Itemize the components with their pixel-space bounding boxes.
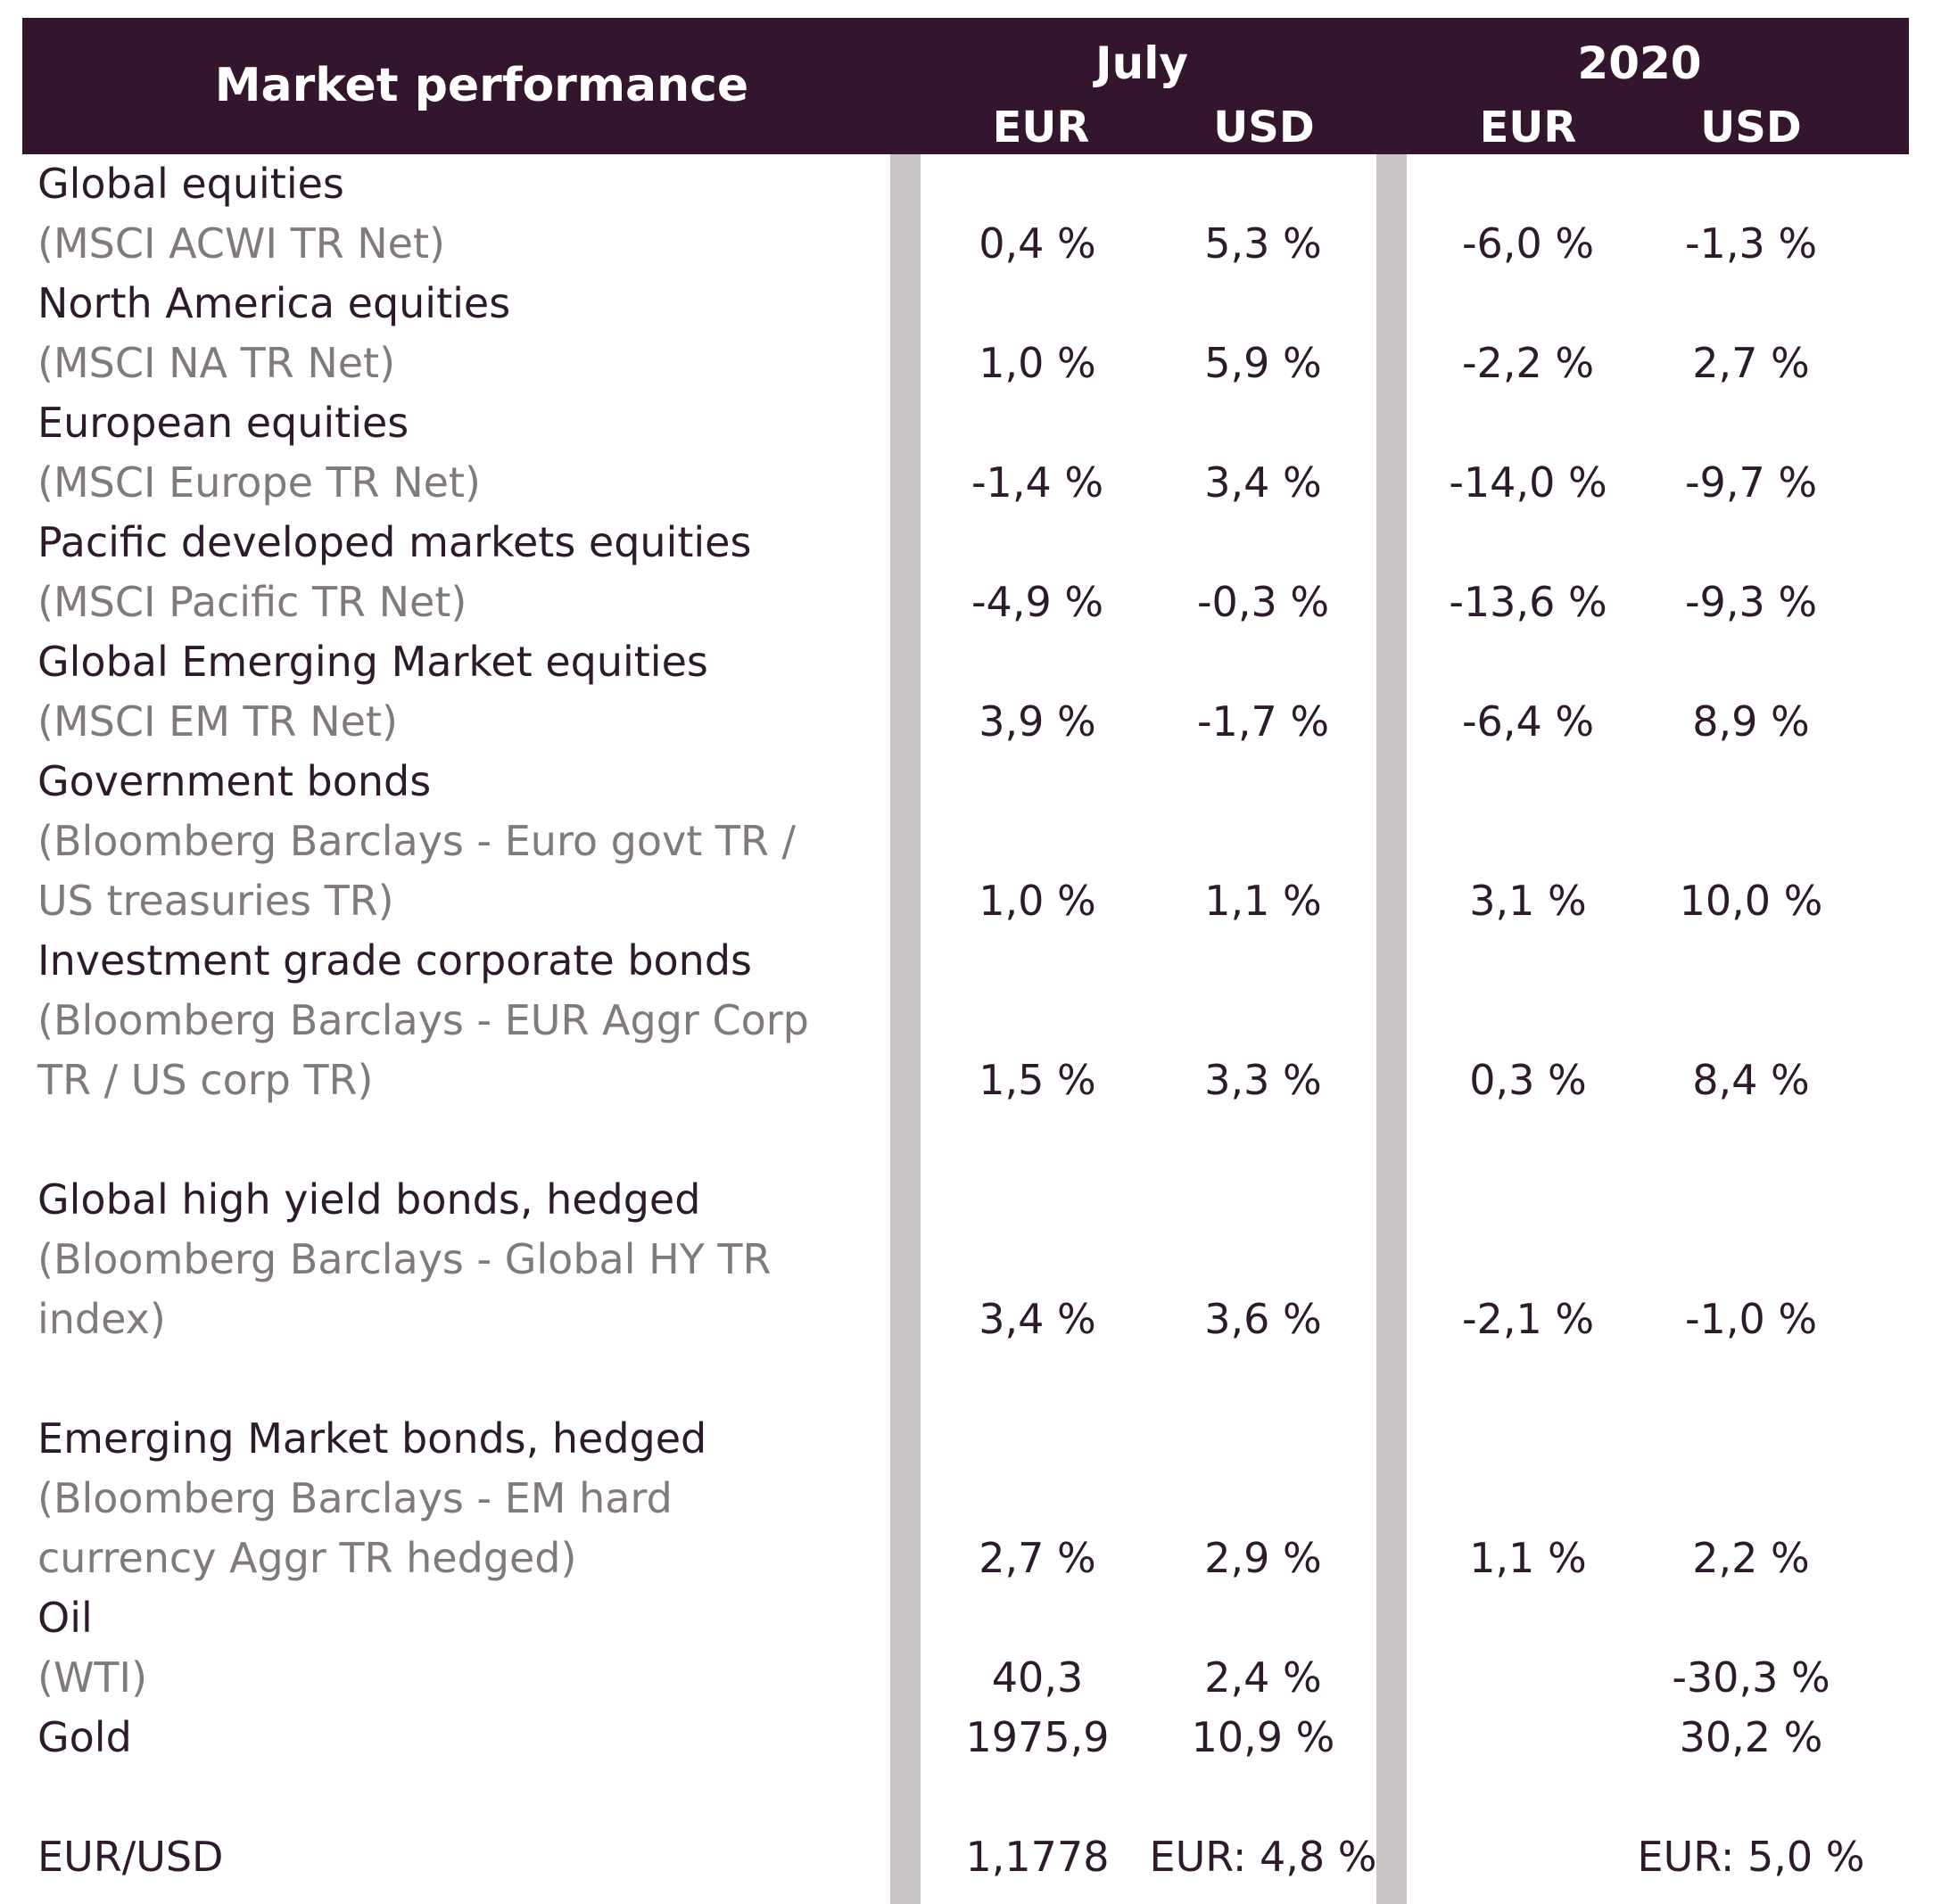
table-header: Market performance July 2020 EUR USD EUR…	[22, 18, 1909, 154]
row-index-name: TR / US corp TR)	[37, 1056, 374, 1104]
row-label: Global high yield bonds, hedged	[37, 1175, 701, 1224]
value-cell-2020-usd: 8,4 %	[1692, 1056, 1810, 1104]
value-cell-2020-eur: 1,1 %	[1469, 1534, 1587, 1582]
row-label: European equities	[37, 399, 409, 447]
row-index-name: (MSCI Pacific TR Net)	[37, 578, 467, 626]
value-cell-2020-usd: 8,9 %	[1692, 697, 1810, 746]
row-index-name: (MSCI Europe TR Net)	[37, 458, 481, 507]
value-cell-2020-usd: EUR: 5,0 %	[1637, 1833, 1865, 1881]
currency-header-july-usd: USD	[1213, 103, 1315, 152]
value-cell-july-eur: -1,4 %	[971, 458, 1104, 507]
value-cell-july-eur: 2,7 %	[979, 1534, 1096, 1582]
period-header-july: July	[1095, 37, 1188, 89]
value-cell-2020-eur: 0,3 %	[1469, 1056, 1587, 1104]
row-label: Emerging Market bonds, hedged	[37, 1414, 707, 1463]
value-cell-2020-eur: -2,1 %	[1461, 1295, 1595, 1343]
value-cell-july-usd: EUR: 4,8 %	[1149, 1833, 1377, 1881]
value-cell-2020-usd: 2,7 %	[1692, 339, 1810, 387]
value-cell-july-usd: 2,4 %	[1204, 1653, 1322, 1702]
row-label: North America equities	[37, 279, 511, 327]
value-cell-2020-eur: -6,4 %	[1461, 697, 1595, 746]
row-index-name: (Bloomberg Barclays - EM hard	[37, 1474, 673, 1522]
value-cell-july-usd: -1,7 %	[1196, 697, 1330, 746]
row-index-name: (MSCI NA TR Net)	[37, 339, 396, 387]
value-cell-july-usd: 3,3 %	[1204, 1056, 1322, 1104]
row-index-name: (MSCI EM TR Net)	[37, 697, 398, 746]
value-cell-2020-eur: -6,0 %	[1461, 219, 1595, 268]
column-divider-2020	[1376, 154, 1407, 1904]
table-title: Market performance	[214, 59, 749, 112]
value-cell-2020-usd: -1,3 %	[1684, 219, 1818, 268]
row-label: Oil	[37, 1594, 93, 1642]
row-index-name: (MSCI ACWI TR Net)	[37, 219, 445, 268]
value-cell-july-eur: 1,0 %	[979, 877, 1096, 925]
value-cell-july-eur: 3,4 %	[979, 1295, 1096, 1343]
currency-header-july-eur: EUR	[992, 103, 1090, 152]
value-cell-2020-usd: -1,0 %	[1684, 1295, 1818, 1343]
row-index-name: (WTI)	[37, 1653, 148, 1702]
value-cell-2020-usd: 30,2 %	[1679, 1713, 1823, 1761]
row-index-name: (Bloomberg Barclays - Global HY TR	[37, 1235, 772, 1283]
value-cell-july-usd: -0,3 %	[1196, 578, 1330, 626]
value-cell-july-eur: 1,5 %	[979, 1056, 1096, 1104]
value-cell-july-usd: 3,6 %	[1204, 1295, 1322, 1343]
value-cell-2020-eur: -14,0 %	[1449, 458, 1607, 507]
value-cell-2020-eur: -2,2 %	[1461, 339, 1595, 387]
value-cell-july-usd: 10,9 %	[1191, 1713, 1335, 1761]
row-label: Investment grade corporate bonds	[37, 936, 753, 985]
value-cell-2020-usd: -9,3 %	[1684, 578, 1818, 626]
row-index-name: index)	[37, 1295, 166, 1343]
value-cell-2020-eur: 3,1 %	[1469, 877, 1587, 925]
value-cell-july-eur: -4,9 %	[971, 578, 1104, 626]
currency-header-2020-usd: USD	[1700, 103, 1802, 152]
value-cell-2020-eur: -13,6 %	[1449, 578, 1607, 626]
period-header-2020: 2020	[1577, 37, 1702, 89]
row-index-name: (Bloomberg Barclays - Euro govt TR /	[37, 817, 797, 865]
row-index-name: (Bloomberg Barclays - EUR Aggr Corp	[37, 996, 809, 1044]
value-cell-july-eur: 1,0 %	[979, 339, 1096, 387]
column-divider-july	[890, 154, 921, 1904]
value-cell-july-eur: 3,9 %	[979, 697, 1096, 746]
row-label: Government bonds	[37, 757, 432, 805]
row-index-name: currency Aggr TR hedged)	[37, 1534, 577, 1582]
row-label: Global equities	[37, 160, 344, 208]
row-index-name: US treasuries TR)	[37, 877, 394, 925]
row-label: EUR/USD	[37, 1833, 224, 1881]
value-cell-july-usd: 3,4 %	[1204, 458, 1322, 507]
value-cell-july-eur: 1975,9	[965, 1713, 1110, 1761]
value-cell-2020-usd: -30,3 %	[1672, 1653, 1830, 1702]
row-label: Global Emerging Market equities	[37, 638, 708, 686]
value-cell-july-eur: 1,1778	[965, 1833, 1110, 1881]
value-cell-2020-usd: -9,7 %	[1684, 458, 1818, 507]
row-label: Gold	[37, 1713, 132, 1761]
value-cell-2020-usd: 10,0 %	[1679, 877, 1823, 925]
value-cell-july-usd: 2,9 %	[1204, 1534, 1322, 1582]
value-cell-2020-usd: 2,2 %	[1692, 1534, 1810, 1582]
value-cell-july-eur: 0,4 %	[979, 219, 1096, 268]
currency-header-2020-eur: EUR	[1479, 103, 1577, 152]
value-cell-july-eur: 40,3	[991, 1653, 1084, 1702]
value-cell-july-usd: 5,3 %	[1204, 219, 1322, 268]
value-cell-july-usd: 5,9 %	[1204, 339, 1322, 387]
row-label: Pacific developed markets equities	[37, 518, 752, 566]
value-cell-july-usd: 1,1 %	[1204, 877, 1322, 925]
